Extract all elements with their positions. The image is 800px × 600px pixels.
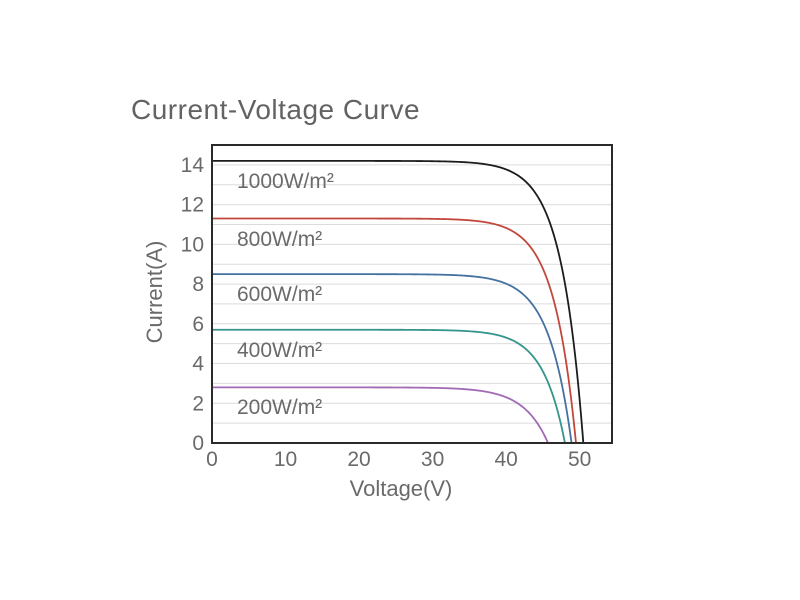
y-tick-label-2: 2 [192,392,204,415]
y-tick-label-12: 12 [181,194,204,217]
curve-800w [211,217,577,444]
y-tick-label-8: 8 [192,273,204,296]
curve-label-200w: 200W/m² [237,396,323,420]
x-tick-label-40: 40 [494,448,517,471]
curve-label-1000w: 1000W/m² [237,169,334,193]
y-axis-label: Current(A) [142,240,167,344]
curve-1000w [211,159,585,444]
y-tick-label-14: 14 [181,154,205,177]
curve-label-800w: 800W/m² [237,227,323,251]
curve-200w [211,386,549,444]
plot-frame [211,144,613,444]
x-axis-label: Voltage(V) [349,476,453,501]
chart-title: Current-Voltage Curve [131,94,421,125]
x-tick-label-20: 20 [347,448,370,471]
x-tick-label-50: 50 [568,448,591,471]
curve-600w [211,273,573,444]
y-tick-label-0: 0 [192,432,204,455]
y-tick-label-4: 4 [192,353,204,376]
x-tick-label-10: 10 [274,448,297,471]
y-tick-label-10: 10 [181,233,204,256]
curve-400w [211,328,566,444]
curve-label-400w: 400W/m² [237,338,323,362]
x-tick-label-30: 30 [421,448,444,471]
x-tick-label-0: 0 [206,448,218,471]
curve-label-600w: 600W/m² [237,283,323,307]
y-tick-label-6: 6 [192,313,204,336]
